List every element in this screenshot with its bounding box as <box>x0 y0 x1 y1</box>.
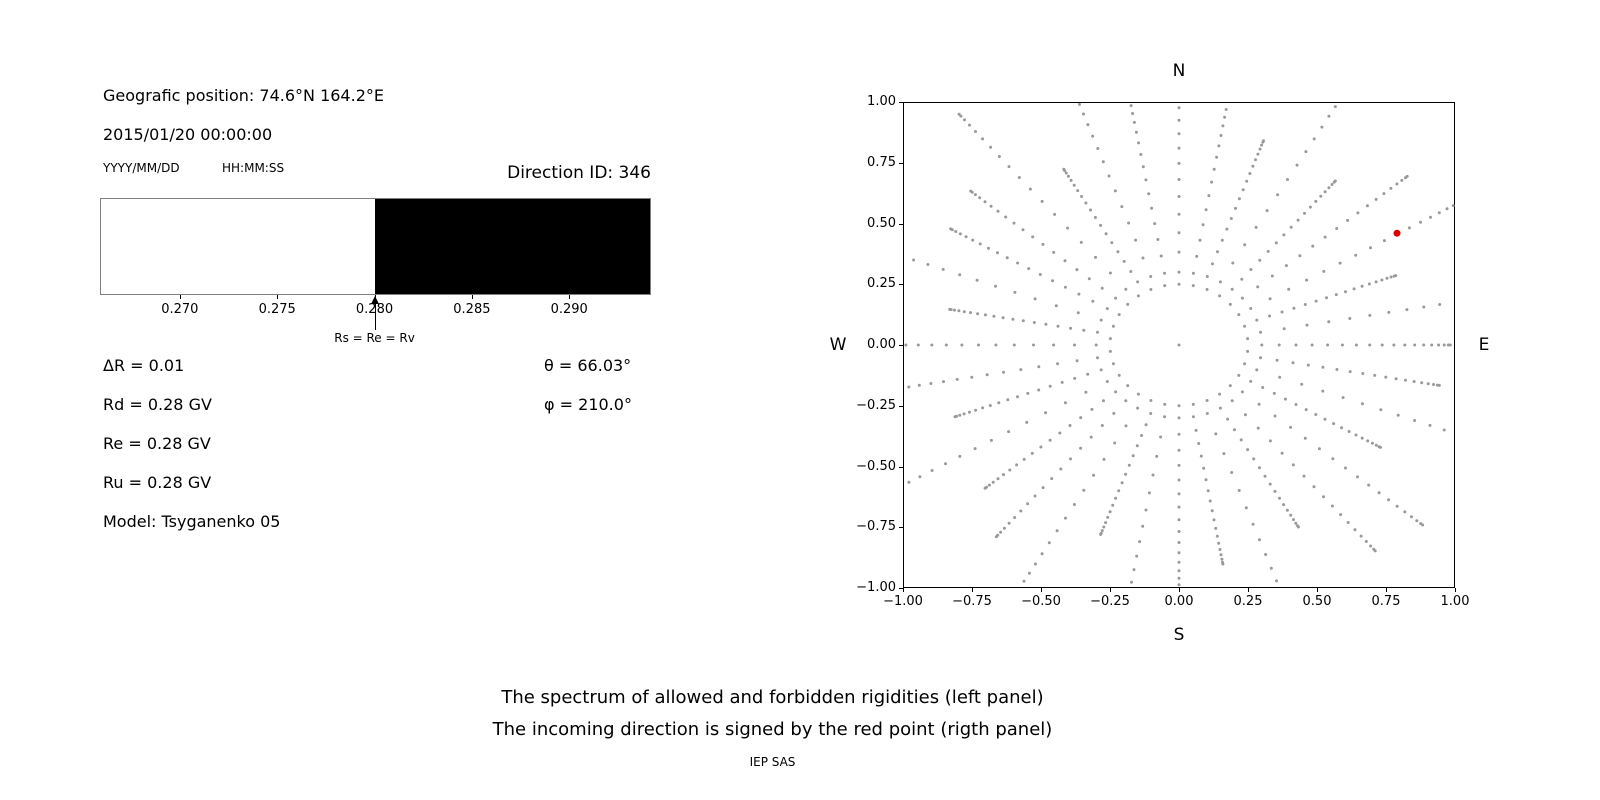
x-tick-label: 0.75 <box>1371 594 1401 609</box>
x-tick-mark <box>1248 588 1249 592</box>
y-tick-mark <box>899 466 903 468</box>
y-tick-mark <box>899 162 903 164</box>
x-tick-label: 0.50 <box>1302 594 1332 609</box>
y-tick-label: 0.50 <box>867 215 896 231</box>
angle-parameter-line: φ = 210.0° <box>544 395 632 414</box>
compass-label-east: E <box>1478 335 1490 355</box>
parameter-line: Ru = 0.28 GV <box>103 473 212 492</box>
geographic-position: Geografic position: 74.6°N 164.2°E <box>103 86 384 105</box>
spectrum-tick-label: 0.285 <box>453 302 491 317</box>
direction-id: Direction ID: 346 <box>507 163 651 183</box>
plot-border <box>903 102 1455 588</box>
spectrum-tick-label: 0.290 <box>550 302 588 317</box>
y-tick-label: −0.50 <box>856 458 896 474</box>
spectrum-tick-label: 0.270 <box>161 302 199 317</box>
y-tick-mark <box>899 405 903 407</box>
date-format-label: YYYY/MM/DD <box>103 161 180 175</box>
spectrum-allowed-region <box>101 199 375 294</box>
credit-label: IEP SAS <box>749 755 796 769</box>
spectrum-tick-label: 0.275 <box>258 302 296 317</box>
x-tick-label: 0.00 <box>1164 594 1194 609</box>
parameter-line: ΔR = 0.01 <box>103 356 185 375</box>
y-tick-label: 1.00 <box>867 94 896 109</box>
rigidity-spectrum-bar <box>100 198 651 295</box>
compass-label-north: N <box>1172 61 1186 81</box>
boundary-arrow-label: Rs = Re = Rv <box>334 331 415 345</box>
parameter-line: Rd = 0.28 GV <box>103 395 212 414</box>
y-tick-mark <box>899 345 903 346</box>
caption-line-2: The incoming direction is signed by the … <box>492 719 1053 740</box>
boundary-arrow-line <box>374 303 376 330</box>
y-tick-mark <box>899 102 903 103</box>
y-tick-label: −0.25 <box>856 397 896 413</box>
compass-label-west: W <box>829 335 847 355</box>
x-tick-label: −0.50 <box>1021 594 1061 609</box>
boundary-arrow-icon <box>371 296 380 304</box>
x-tick-mark <box>972 588 973 592</box>
spectrum-tick-mark <box>277 295 279 299</box>
x-tick-mark <box>1110 588 1111 592</box>
angle-parameter-line: θ = 66.03° <box>544 356 632 375</box>
spectrum-tick-mark <box>179 295 181 299</box>
x-tick-mark <box>1179 588 1180 592</box>
x-tick-label: 1.00 <box>1440 594 1470 609</box>
caption-line-1: The spectrum of allowed and forbidden ri… <box>501 687 1044 708</box>
x-tick-mark <box>1386 588 1387 592</box>
x-tick-mark <box>903 588 904 592</box>
x-tick-mark <box>1041 588 1042 592</box>
x-tick-label: −1.00 <box>883 594 923 609</box>
asymptotic-directions-scatter <box>903 102 1455 588</box>
y-tick-label: 0.00 <box>867 337 896 352</box>
y-tick-label: 0.25 <box>867 276 896 292</box>
y-tick-mark <box>899 588 903 589</box>
y-tick-label: −0.75 <box>856 519 896 535</box>
y-tick-label: −1.00 <box>856 580 896 595</box>
y-tick-mark <box>899 284 903 286</box>
y-tick-label: 0.75 <box>867 154 896 170</box>
x-tick-mark <box>1455 588 1456 592</box>
time-format-label: HH:MM:SS <box>222 161 285 175</box>
x-tick-mark <box>1317 588 1318 592</box>
y-tick-mark <box>899 527 903 529</box>
parameter-line: Re = 0.28 GV <box>103 434 211 453</box>
parameter-line: Model: Tsyganenko 05 <box>103 512 281 531</box>
spectrum-tick-mark <box>471 295 473 299</box>
compass-label-south: S <box>1173 625 1185 645</box>
red-point-incoming-direction <box>1393 229 1401 237</box>
datetime: 2015/01/20 00:00:00 <box>103 125 273 144</box>
x-tick-label: 0.25 <box>1233 594 1263 609</box>
x-tick-label: −0.75 <box>952 594 992 609</box>
x-tick-label: −0.25 <box>1090 594 1130 609</box>
spectrum-tick-mark <box>569 295 571 299</box>
spectrum-forbidden-region <box>374 199 650 294</box>
y-tick-mark <box>899 223 903 225</box>
